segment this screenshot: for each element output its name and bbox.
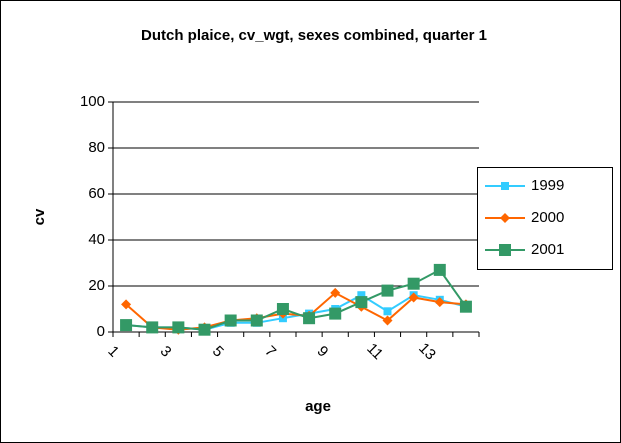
legend-label: 2000 — [531, 209, 564, 226]
data-point — [459, 300, 472, 313]
data-point — [120, 319, 133, 332]
data-point — [329, 307, 342, 320]
data-point — [355, 296, 368, 309]
y-axis-label: cv — [31, 208, 48, 225]
data-point — [198, 323, 211, 336]
data-point — [381, 284, 394, 297]
data-point — [433, 263, 446, 276]
data-point — [383, 307, 392, 316]
legend-marker — [499, 244, 511, 256]
y-tick-label: 60 — [88, 185, 105, 202]
y-tick-label: 20 — [88, 277, 105, 294]
data-point — [330, 287, 341, 298]
data-point — [224, 314, 237, 327]
data-point — [276, 303, 289, 315]
data-point — [382, 315, 393, 326]
data-point — [303, 312, 316, 325]
data-point — [434, 297, 445, 308]
legend-marker — [501, 182, 509, 190]
y-tick-label: 80 — [88, 139, 105, 156]
y-tick-label: 100 — [80, 93, 105, 110]
data-point — [407, 277, 420, 290]
data-point — [408, 292, 419, 303]
chart-title: Dutch plaice, cv_wgt, sexes combined, qu… — [141, 27, 487, 44]
data-point — [146, 321, 159, 334]
y-tick-label: 0 — [97, 323, 105, 340]
legend-marker — [500, 213, 510, 223]
data-point — [250, 314, 263, 327]
data-point — [121, 299, 132, 310]
legend-label: 2001 — [531, 241, 564, 258]
legend-label: 1999 — [531, 177, 564, 194]
x-axis-label: age — [305, 398, 331, 415]
data-point — [357, 291, 366, 300]
y-tick-label: 40 — [88, 231, 105, 248]
data-point — [172, 321, 185, 334]
